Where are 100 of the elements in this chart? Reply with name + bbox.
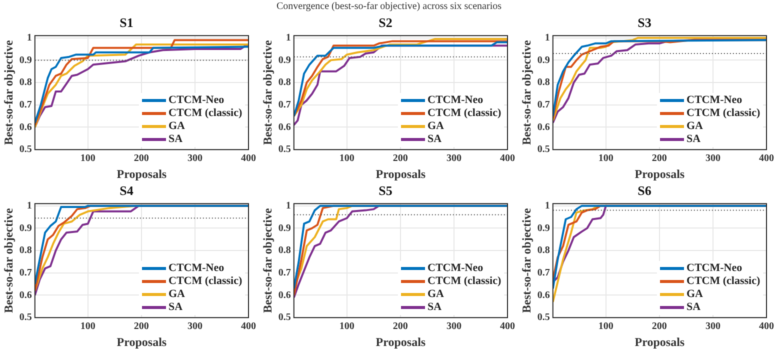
y-axis-title: Best-so-far objective (1, 208, 16, 313)
legend-label: CTCM-Neo (686, 262, 744, 275)
y-tick-label: 0.8 (19, 245, 32, 256)
legend-label: SA (168, 132, 184, 146)
x-tick-label: 100 (339, 321, 354, 332)
x-tick-label: 300 (187, 321, 202, 332)
y-tick-label: 0.9 (19, 54, 32, 66)
legend-label: SA (426, 132, 443, 146)
y-tick-label: 0.7 (278, 99, 291, 110)
y-tick-label: 1 (286, 32, 291, 44)
x-tick-label: 100 (598, 153, 614, 164)
legend-label: GA (426, 120, 445, 133)
y-tick-label: 0.6 (537, 290, 550, 301)
x-axis-title: Proposals (376, 166, 426, 181)
y-tick-label: 1 (26, 200, 32, 212)
x-tick-label: 300 (187, 153, 202, 164)
y-tick-label: 0.8 (537, 77, 550, 88)
y-tick-label: 0.5 (537, 312, 550, 324)
x-tick-label: 100 (80, 153, 96, 164)
y-tick-label: 0.7 (19, 267, 32, 278)
legend-label: CTCM-Neo (426, 262, 484, 275)
y-tick-label: 1 (544, 32, 550, 44)
x-tick-label: 400 (241, 153, 256, 164)
y-tick-label: 0.8 (19, 77, 32, 88)
y-axis-title: Best-so-far objective (1, 40, 16, 145)
y-tick-label: 0.9 (278, 54, 291, 66)
legend-label: CTCM-Neo (168, 94, 226, 107)
legend-label: SA (426, 300, 443, 314)
y-tick-label: 0.7 (537, 267, 550, 278)
y-tick-label: 0.5 (19, 312, 32, 324)
y-tick-label: 0.6 (278, 290, 291, 301)
legend-label: GA (426, 288, 445, 301)
y-tick-label: 0.6 (19, 290, 32, 301)
x-tick-label: 300 (705, 153, 720, 164)
x-axis-title: Proposals (116, 334, 167, 349)
y-tick-label: 0.5 (278, 144, 291, 156)
legend-label: CTCM (classic) (686, 106, 760, 120)
legend-label: GA (686, 288, 704, 301)
legend-label: CTCM (classic) (426, 106, 502, 120)
x-tick-label: 300 (446, 321, 462, 332)
x-tick-label: 100 (339, 153, 354, 164)
legend-label: CTCM-Neo (426, 94, 484, 107)
chart-title: S3 (638, 15, 652, 30)
y-axis-title: Best-so-far objective (260, 208, 274, 313)
x-axis-title: Proposals (116, 166, 167, 181)
legend-label: CTCM-Neo (168, 262, 226, 275)
x-tick-label: 200 (392, 321, 408, 332)
y-axis-title: Best-so-far objective (519, 208, 534, 313)
x-tick-label: 400 (500, 153, 515, 164)
legend-label: CTCM (classic) (168, 274, 242, 288)
y-tick-label: 0.8 (278, 245, 291, 256)
y-tick-label: 1 (544, 200, 550, 212)
y-tick-label: 0.9 (537, 222, 550, 234)
chart-title: S1 (120, 15, 134, 30)
x-tick-label: 400 (500, 321, 515, 332)
x-tick-label: 400 (241, 321, 256, 332)
y-axis-title: Best-so-far objective (260, 40, 274, 145)
legend-label: SA (168, 300, 184, 314)
legend-label: SA (686, 132, 702, 146)
y-axis-title: Best-so-far objective (519, 40, 534, 145)
y-tick-label: 0.9 (537, 54, 550, 66)
x-tick-label: 400 (759, 153, 774, 164)
x-tick-label: 200 (134, 153, 149, 164)
legend-label: SA (686, 300, 702, 314)
chart-title: S5 (378, 183, 393, 198)
y-tick-label: 0.5 (19, 144, 32, 156)
x-tick-label: 200 (652, 321, 667, 332)
x-tick-label: 400 (759, 321, 774, 332)
x-tick-label: 300 (446, 153, 462, 164)
y-tick-label: 0.6 (278, 122, 291, 133)
x-tick-label: 100 (80, 321, 96, 332)
y-tick-label: 0.7 (537, 99, 550, 110)
text: Convergence (best-so-far objective) across six scenarios (275, 0, 502, 14)
y-tick-label: 1 (26, 32, 32, 44)
legend-label: CTCM (classic) (686, 274, 760, 288)
y-tick-label: 0.7 (19, 99, 32, 110)
y-tick-label: 0.9 (278, 222, 291, 234)
x-tick-label: 200 (392, 153, 408, 164)
x-tick-label: 200 (652, 153, 667, 164)
x-tick-label: 100 (598, 321, 614, 332)
chart-title: S6 (638, 183, 652, 198)
x-axis-title: Proposals (634, 166, 685, 181)
legend-label: GA (686, 120, 704, 133)
legend-label: GA (168, 288, 186, 301)
x-tick-label: 300 (705, 321, 720, 332)
chart-title: S4 (120, 183, 134, 198)
legend-label: CTCM (classic) (168, 106, 242, 120)
y-tick-label: 1 (286, 200, 291, 212)
y-tick-label: 0.6 (537, 122, 550, 133)
y-tick-label: 0.5 (537, 144, 550, 156)
x-tick-label: 200 (134, 321, 149, 332)
x-axis-title: Proposals (634, 334, 685, 349)
y-tick-label: 0.8 (278, 77, 291, 88)
x-axis-title: Proposals (376, 334, 426, 349)
y-tick-label: 0.9 (19, 222, 32, 234)
legend-label: GA (168, 120, 186, 133)
legend-label: CTCM (classic) (426, 274, 502, 288)
chart-title: S2 (378, 15, 392, 30)
y-tick-label: 0.8 (537, 245, 550, 256)
y-tick-label: 0.6 (19, 122, 32, 133)
